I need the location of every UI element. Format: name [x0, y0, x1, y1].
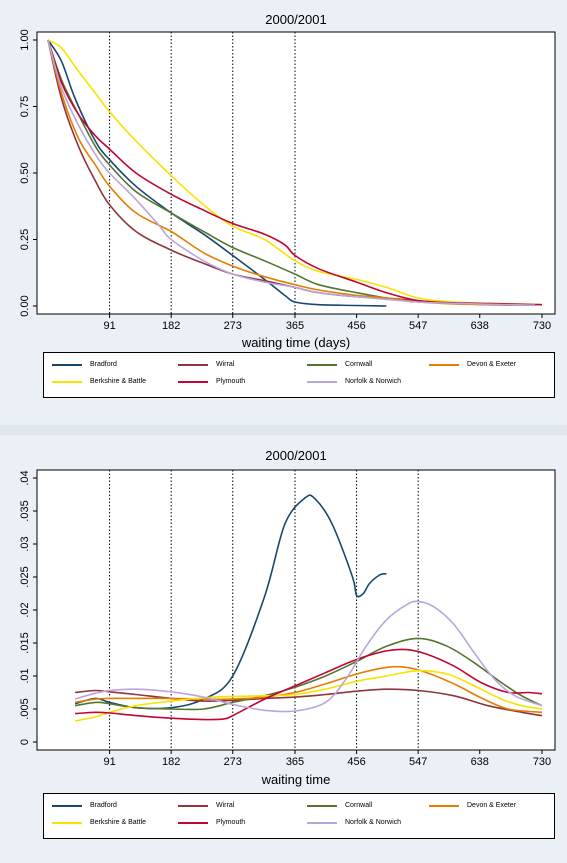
legend-item-devon-exeter: Devon & Exeter	[429, 802, 516, 809]
density-chart-legend: Bradford Wirral Cornwall Devon & Exeter Berk…	[43, 793, 555, 839]
legend-swatch	[429, 363, 459, 366]
survival-plot-area	[36, 31, 556, 315]
legend-item-wirral: Wirral	[178, 361, 234, 368]
legend-item-berkshire-battle: Berkshire & Battle	[52, 378, 146, 385]
density-x-tick-label: 182	[162, 756, 180, 768]
survival-series-plymouth	[47, 39, 543, 306]
density-y-tick-label: .01	[19, 668, 31, 683]
survival-y-tick-label: 0.75	[19, 96, 31, 117]
legend-label: Wirral	[216, 802, 235, 809]
legend-label: Cornwall	[345, 802, 373, 809]
survival-x-tick-label: 730	[533, 320, 551, 332]
survival-chart-panel: 2000/2001 0.00 0.25 0.50 0.75 1.00 91 182 273 365…	[0, 0, 567, 425]
legend-swatch	[52, 363, 82, 366]
legend-swatch	[429, 804, 459, 807]
legend-label: Berkshire & Battle	[90, 819, 147, 826]
legend-swatch	[178, 363, 208, 366]
survival-x-tick-label: 456	[347, 320, 365, 332]
density-plot-area	[36, 469, 556, 751]
density-chart-title: 2000/2001	[265, 448, 326, 463]
density-y-tick-label: 0	[19, 739, 31, 745]
legend-swatch	[52, 380, 82, 383]
survival-x-tick-label: 365	[286, 320, 304, 332]
survival-y-tick-label: 1.00	[19, 29, 31, 50]
survival-chart: 2000/2001 0.00 0.25 0.50 0.75 1.00 91 182 273 365…	[19, 12, 556, 350]
density-y-tick-label: .04	[19, 470, 31, 485]
legend-item-bradford: Bradford	[52, 361, 117, 368]
density-x-tick-label: 730	[533, 756, 551, 768]
legend-swatch	[178, 804, 208, 807]
density-x-tick-label: 365	[286, 756, 304, 768]
density-x-tick-label: 547	[409, 756, 427, 768]
survival-chart-title: 2000/2001	[265, 12, 326, 27]
legend-item-berkshire-battle: Berkshire & Battle	[52, 819, 146, 826]
legend-item-bradford: Bradford	[52, 802, 117, 809]
survival-chart-legend: Bradford Wirral Cornwall Devon & Exeter Berk…	[43, 352, 555, 398]
density-y-tick-label: .03	[19, 536, 31, 551]
legend-item-cornwall: Cornwall	[307, 802, 372, 809]
legend-swatch	[307, 821, 337, 824]
legend-label: Norfolk & Norwich	[345, 819, 402, 826]
density-x-tick-label: 273	[224, 756, 242, 768]
density-y-tick-label: .005	[19, 698, 31, 719]
density-series-devon-exeter	[74, 665, 543, 714]
density-series-cornwall	[74, 637, 543, 711]
density-y-tick-label: .025	[19, 566, 31, 587]
legend-swatch	[52, 821, 82, 824]
legend-item-plymouth: Plymouth	[178, 819, 245, 826]
survival-series-cornwall	[47, 39, 414, 303]
legend-swatch	[307, 804, 337, 807]
density-series-plymouth	[75, 648, 543, 721]
density-x-tick-label: 638	[471, 756, 489, 768]
legend-item-norfolk-norwich: Norfolk & Norwich	[307, 819, 401, 826]
legend-swatch	[178, 380, 208, 383]
density-x-tick-label: 456	[347, 756, 365, 768]
density-x-tick-label: 91	[103, 756, 115, 768]
density-y-tick-label: .015	[19, 632, 31, 653]
survival-y-tick-label: 0.00	[19, 295, 31, 316]
legend-item-wirral: Wirral	[178, 802, 234, 809]
density-x-axis-label: waiting time	[261, 772, 331, 787]
legend-swatch	[178, 821, 208, 824]
legend-item-devon-exeter: Devon & Exeter	[429, 361, 516, 368]
legend-swatch	[307, 380, 337, 383]
legend-item-cornwall: Cornwall	[307, 361, 372, 368]
survival-series-norfolk-norwich	[47, 39, 536, 306]
survival-x-axis-label: waiting time (days)	[241, 335, 350, 350]
legend-label: Bradford	[90, 802, 117, 809]
legend-label: Plymouth	[216, 819, 246, 826]
survival-x-tick-label: 273	[224, 320, 242, 332]
density-y-tick-label: .035	[19, 500, 31, 521]
legend-swatch	[52, 804, 82, 807]
density-series-berkshire-battle	[74, 669, 543, 722]
density-chart: 2000/2001 0 .005 .01 .015 .02 .025 .03 .035 .04 91…	[19, 448, 556, 787]
legend-label: Devon & Exeter	[467, 802, 517, 809]
survival-x-tick-label: 182	[162, 320, 180, 332]
survival-y-tick-label: 0.50	[19, 162, 31, 183]
density-y-tick-label: .02	[19, 602, 31, 617]
legend-label: Berkshire & Battle	[90, 378, 147, 385]
survival-y-tick-label: 0.25	[19, 229, 31, 250]
legend-label: Plymouth	[216, 378, 246, 385]
legend-label: Devon & Exeter	[467, 361, 517, 368]
survival-series-bradford	[47, 39, 387, 307]
legend-label: Cornwall	[345, 361, 373, 368]
density-series-wirral	[75, 688, 543, 717]
density-series-norfolk-norwich	[74, 600, 543, 713]
survival-x-tick-label: 638	[471, 320, 489, 332]
survival-x-tick-label: 91	[103, 320, 115, 332]
legend-label: Norfolk & Norwich	[345, 378, 402, 385]
survival-series-berkshire-battle	[47, 39, 543, 306]
legend-swatch	[307, 363, 337, 366]
legend-item-plymouth: Plymouth	[178, 378, 245, 385]
survival-x-tick-label: 547	[409, 320, 427, 332]
legend-label: Bradford	[90, 361, 117, 368]
density-chart-panel: 2000/2001 0 .005 .01 .015 .02 .025 .03 .035 .04 91…	[0, 435, 567, 863]
legend-item-norfolk-norwich: Norfolk & Norwich	[307, 378, 401, 385]
legend-label: Wirral	[216, 361, 235, 368]
